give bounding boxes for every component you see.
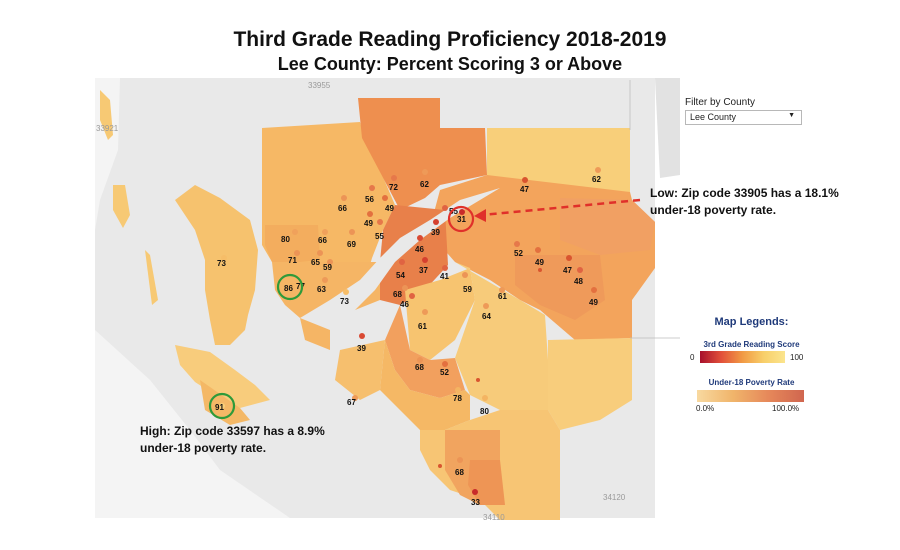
score-legend-max: 100 (790, 353, 804, 362)
score-label: 39 (357, 344, 366, 353)
score-legend-gradient (700, 351, 785, 363)
score-label: 55 (375, 232, 384, 241)
score-markers: 80 66 71 65 59 86 77 63 73 73 66 56 72 4… (215, 167, 601, 507)
chevron-down-icon[interactable]: ▼ (788, 112, 795, 119)
score-label: 64 (482, 312, 491, 321)
score-label: 55 (449, 207, 458, 216)
score-label: 37 (419, 266, 428, 275)
score-label: 46 (400, 300, 409, 309)
score-label: 68 (393, 290, 402, 299)
score-label: 71 (288, 256, 297, 265)
score-label: 86 (284, 284, 293, 293)
score-label: 78 (453, 394, 462, 403)
score-label: 91 (215, 403, 224, 412)
land-east (655, 78, 680, 178)
score-label: 49 (589, 298, 598, 307)
score-label: 41 (440, 272, 449, 281)
bg-zip-label: 33955 (308, 81, 331, 90)
score-label: 72 (389, 183, 398, 192)
poverty-legend-max: 100.0% (772, 404, 800, 413)
score-label: 31 (457, 215, 466, 224)
zip-regions (175, 98, 655, 520)
gulf (95, 330, 290, 518)
score-label: 39 (431, 228, 440, 237)
score-label: 77 (296, 282, 305, 291)
bg-zip-label: 34120 (603, 493, 626, 502)
score-label: 33 (471, 498, 480, 507)
mid-highlight-circle (276, 273, 304, 301)
bg-zip-label: 33921 (96, 124, 119, 133)
score-label: 59 (463, 285, 472, 294)
low-callout: Low: Zip code 33905 has a 18.1% under-18… (650, 186, 839, 217)
arrow-line (481, 198, 641, 217)
score-label: 59 (323, 263, 332, 272)
score-legend-label: 3rd Grade Reading Score (703, 340, 800, 349)
filter-selected-value: Lee County (690, 112, 737, 122)
score-label: 73 (217, 259, 226, 268)
score-label: 56 (365, 195, 374, 204)
score-label: 80 (480, 407, 489, 416)
score-label: 49 (364, 219, 373, 228)
score-label: 66 (318, 236, 327, 245)
score-label: 48 (574, 277, 583, 286)
score-label: 62 (420, 180, 429, 189)
score-label: 66 (338, 204, 347, 213)
score-label: 49 (385, 204, 394, 213)
score-label: 62 (592, 175, 601, 184)
barrier-island-south (145, 250, 158, 305)
score-label: 61 (498, 292, 507, 301)
low-highlight-circle (447, 205, 475, 233)
score-label: 65 (311, 258, 320, 267)
filter-label: Filter by County (685, 97, 756, 108)
pine-island (175, 185, 258, 345)
score-label: 68 (415, 363, 424, 372)
score-label: 52 (440, 368, 449, 377)
score-label: 67 (347, 398, 356, 407)
score-label: 68 (455, 468, 464, 477)
score-label: 46 (415, 245, 424, 254)
page-subtitle: Lee County: Percent Scoring 3 or Above (277, 54, 623, 74)
county-filter-dropdown[interactable]: Lee County ▼ (685, 110, 802, 125)
score-label: 69 (347, 240, 356, 249)
page-title: Third Grade Reading Proficiency 2018-201… (233, 28, 667, 51)
score-label: 80 (281, 235, 290, 244)
score-label: 61 (418, 322, 427, 331)
barrier-island-mid (113, 185, 130, 228)
bg-zip-label: 34110 (483, 513, 505, 522)
legend-title: Map Legends: (714, 316, 789, 328)
score-label: 47 (563, 266, 572, 275)
poverty-legend-gradient (697, 390, 804, 402)
score-label: 47 (520, 185, 529, 194)
poverty-legend-label: Under-18 Poverty Rate (708, 378, 795, 387)
score-legend-min: 0 (690, 353, 695, 362)
score-label: 49 (535, 258, 544, 267)
high-callout: High: Zip code 33597 has a 8.9% under-18… (140, 424, 325, 455)
high-highlight-circle (208, 392, 236, 420)
arrow-head (474, 209, 486, 222)
caloosahatchee-river (300, 188, 500, 330)
score-label: 54 (396, 271, 405, 280)
score-label: 52 (514, 249, 523, 258)
barrier-island-north (100, 90, 113, 140)
score-label: 63 (317, 285, 326, 294)
score-label: 73 (340, 297, 349, 306)
poverty-legend-min: 0.0% (696, 404, 715, 413)
